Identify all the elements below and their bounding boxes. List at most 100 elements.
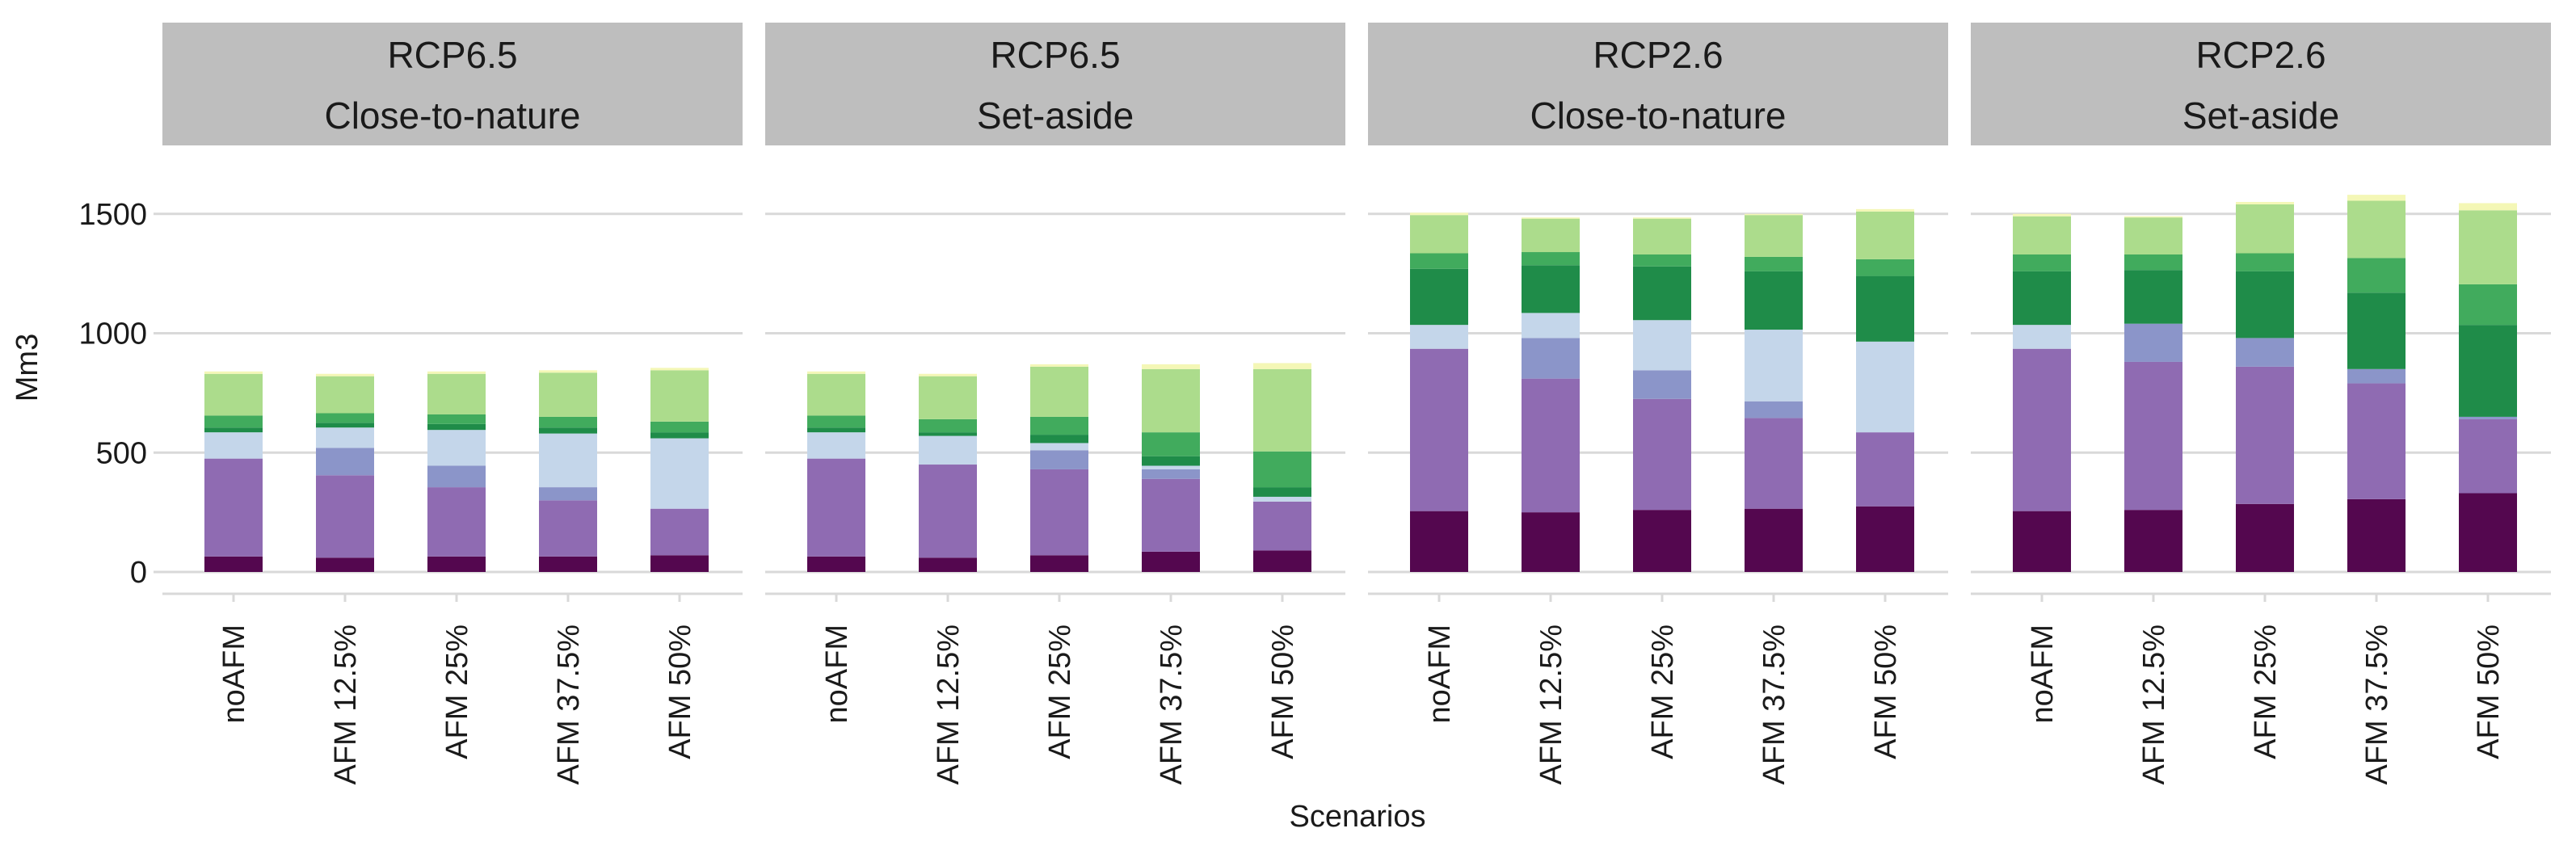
bar-segment-p1-c4-s5 bbox=[1253, 451, 1311, 488]
x-tick-label-p2-c2: AFM 25% bbox=[1646, 624, 1680, 759]
bar-segment-p2-c4-s0 bbox=[1856, 506, 1914, 572]
bar-segment-p0-c4-s0 bbox=[650, 555, 709, 572]
bar-segment-p2-c0-s6 bbox=[1410, 215, 1468, 254]
bar-segment-p0-c1-s0 bbox=[316, 557, 374, 572]
bar-segment-p1-c1-s7 bbox=[919, 373, 977, 376]
bar-segment-p3-c1-s1 bbox=[2124, 361, 2182, 511]
bar-segment-p0-c2-s5 bbox=[427, 414, 486, 424]
bar-segment-p0-c0-s7 bbox=[204, 371, 263, 374]
bar-segment-p0-c3-s2 bbox=[539, 487, 597, 501]
x-tick-label-p0-c2: AFM 25% bbox=[440, 624, 474, 759]
bar-segment-p0-c1-s2 bbox=[316, 448, 374, 476]
facet-strip-p3 bbox=[1971, 23, 2551, 145]
bar-segment-p0-c2-s6 bbox=[427, 373, 486, 414]
y-tick-label-3: 1500 bbox=[78, 198, 147, 232]
bar-segment-p1-c1-s3 bbox=[919, 435, 977, 465]
bar-segment-p0-c0-s1 bbox=[204, 458, 263, 557]
x-tick-label-p0-c4: AFM 50% bbox=[663, 624, 697, 759]
bar-segment-p2-c2-s0 bbox=[1633, 510, 1691, 572]
x-tick-label-p2-c4: AFM 50% bbox=[1869, 624, 1903, 759]
x-tick-label-p3-c0: noAFM bbox=[2026, 624, 2060, 723]
bar-segment-p1-c3-s5 bbox=[1142, 432, 1200, 456]
bar-segment-p0-c3-s5 bbox=[539, 416, 597, 428]
bar-segment-p1-c1-s4 bbox=[919, 432, 977, 436]
bar-segment-p0-c0-s5 bbox=[204, 415, 263, 428]
bar-segment-p3-c2-s4 bbox=[2236, 271, 2294, 338]
bar-segment-p2-c2-s2 bbox=[1633, 370, 1691, 399]
bar-segment-p3-c1-s0 bbox=[2124, 510, 2182, 572]
facet-strip-label-p0-1: Close-to-nature bbox=[324, 95, 580, 137]
bar-segment-p2-c2-s4 bbox=[1633, 266, 1691, 321]
bar-segment-p0-c0-s6 bbox=[204, 373, 263, 416]
bar-segment-p3-c3-s5 bbox=[2347, 258, 2406, 293]
x-tick-label-p0-c1: AFM 12.5% bbox=[329, 624, 363, 785]
strips-layer: RCP6.5 Close-to-nature RCP6.5 Set-aside RCP2… bbox=[162, 23, 2551, 145]
bar-segment-p2-c1-s4 bbox=[1522, 265, 1580, 313]
bar-segment-p0-c2-s2 bbox=[427, 465, 486, 488]
bar-segment-p3-c3-s0 bbox=[2347, 498, 2406, 572]
bar-segment-p0-c1-s1 bbox=[316, 475, 374, 558]
x-tick-label-p1-c1: AFM 12.5% bbox=[932, 624, 966, 785]
bar-segment-p2-c4-s1 bbox=[1856, 432, 1914, 507]
facet-strip-label-p1-1: Set-aside bbox=[977, 95, 1134, 137]
bar-segment-p2-c3-s7 bbox=[1745, 213, 1803, 216]
facet-strip-label-p1-0: RCP6.5 bbox=[990, 34, 1120, 76]
bars-layer bbox=[204, 195, 2517, 572]
bar-segment-p3-c4-s7 bbox=[2459, 203, 2517, 211]
bar-segment-p3-c1-s5 bbox=[2124, 254, 2182, 271]
bar-segment-p3-c3-s6 bbox=[2347, 200, 2406, 259]
facet-strip-p1 bbox=[765, 23, 1345, 145]
bar-segment-p0-c3-s1 bbox=[539, 500, 597, 557]
bar-segment-p0-c3-s3 bbox=[539, 433, 597, 488]
bar-segment-p3-c1-s4 bbox=[2124, 270, 2182, 324]
x-axis-title: Scenarios bbox=[1290, 800, 1426, 834]
facet-strip-label-p3-0: RCP2.6 bbox=[2195, 34, 2326, 76]
bar-segment-p3-c2-s7 bbox=[2236, 201, 2294, 204]
bar-segment-p0-c4-s3 bbox=[650, 438, 709, 509]
bar-segment-p0-c1-s7 bbox=[316, 373, 374, 376]
bar-segment-p0-c4-s5 bbox=[650, 421, 709, 433]
facet-strip-label-p0-0: RCP6.5 bbox=[387, 34, 517, 76]
bar-segment-p3-c0-s0 bbox=[2013, 511, 2071, 572]
x-tick-label-p3-c1: AFM 12.5% bbox=[2137, 624, 2171, 785]
x-tick-label-p0-c3: AFM 37.5% bbox=[552, 624, 586, 785]
bar-segment-p3-c0-s5 bbox=[2013, 254, 2071, 271]
facet-strip-p2 bbox=[1368, 23, 1948, 145]
bar-segment-p3-c4-s0 bbox=[2459, 493, 2517, 572]
bar-segment-p3-c0-s4 bbox=[2013, 271, 2071, 326]
bar-segment-p1-c4-s0 bbox=[1253, 550, 1311, 572]
bar-segment-p1-c4-s4 bbox=[1253, 487, 1311, 497]
bar-segment-p2-c1-s7 bbox=[1522, 217, 1580, 219]
bar-segment-p0-c2-s3 bbox=[427, 430, 486, 466]
bar-segment-p2-c3-s1 bbox=[1745, 418, 1803, 509]
bar-segment-p1-c2-s7 bbox=[1030, 364, 1088, 367]
bar-segment-p0-c2-s1 bbox=[427, 487, 486, 557]
bar-segment-p2-c3-s6 bbox=[1745, 215, 1803, 257]
bar-segment-p3-c4-s5 bbox=[2459, 284, 2517, 326]
bar-segment-p2-c4-s5 bbox=[1856, 259, 1914, 276]
bar-segment-p1-c3-s0 bbox=[1142, 551, 1200, 572]
bar-segment-p2-c1-s5 bbox=[1522, 252, 1580, 266]
y-tick-label-2: 1000 bbox=[78, 317, 147, 351]
bar-segment-p3-c4-s1 bbox=[2459, 418, 2517, 494]
facet-strip-label-p3-1: Set-aside bbox=[2182, 95, 2339, 137]
bar-segment-p0-c0-s4 bbox=[204, 427, 263, 433]
bar-segment-p1-c2-s3 bbox=[1030, 443, 1088, 451]
bar-segment-p0-c1-s4 bbox=[316, 423, 374, 428]
bar-segment-p2-c4-s4 bbox=[1856, 275, 1914, 342]
bar-segment-p0-c4-s7 bbox=[650, 368, 709, 371]
bar-segment-p3-c2-s1 bbox=[2236, 366, 2294, 504]
bar-segment-p3-c4-s2 bbox=[2459, 416, 2517, 419]
bar-segment-p1-c2-s1 bbox=[1030, 469, 1088, 556]
bar-segment-p1-c3-s4 bbox=[1142, 456, 1200, 466]
x-tick-label-p3-c2: AFM 25% bbox=[2249, 624, 2283, 759]
facet-strip-label-p2-0: RCP2.6 bbox=[1593, 34, 1723, 76]
bar-segment-p3-c3-s1 bbox=[2347, 383, 2406, 499]
x-tick-label-p0-c0: noAFM bbox=[217, 624, 251, 723]
bar-segment-p3-c0-s1 bbox=[2013, 348, 2071, 511]
y-tick-label-1: 500 bbox=[96, 436, 147, 470]
x-tick-label-p1-c3: AFM 37.5% bbox=[1155, 624, 1189, 785]
bar-segment-p0-c2-s4 bbox=[427, 423, 486, 431]
bar-segment-p2-c0-s1 bbox=[1410, 348, 1468, 511]
